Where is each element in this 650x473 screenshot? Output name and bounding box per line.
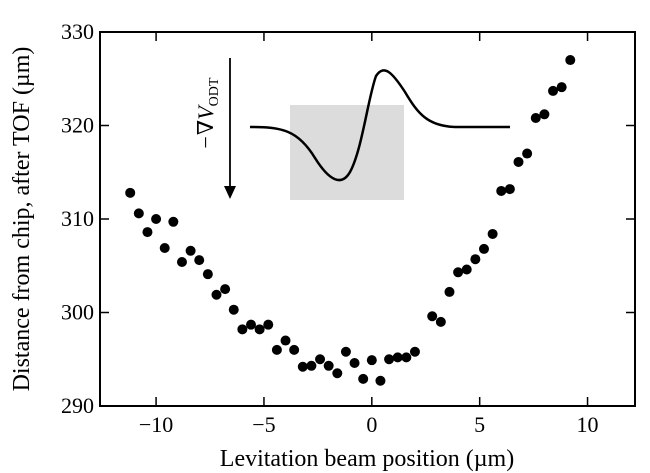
inset-label-subscript: ODT [207,77,222,106]
data-point [513,156,524,167]
data-points [125,55,576,386]
data-point [211,289,222,300]
data-point [185,245,196,256]
data-point [228,304,239,315]
data-point [496,185,507,196]
data-point [168,216,179,227]
data-point [453,267,464,278]
data-point [435,316,446,327]
inset-potential-diagram: −∇VODT [193,58,510,200]
inset-label-main: −∇V [193,104,218,150]
data-point [384,354,395,365]
x-tick-labels: −10 −5 0 5 10 [139,412,599,437]
data-point [366,355,377,366]
data-point [151,214,162,224]
data-point [220,284,231,295]
data-point [530,113,541,124]
data-point [556,82,567,93]
data-point [539,109,550,120]
y-axis-title: Distance from chip, after TOF (µm) [9,47,35,392]
data-point [478,243,489,254]
data-point [358,373,369,384]
data-point [306,360,317,371]
y-tick-labels: 290 300 310 320 330 [61,19,94,418]
x-tick-label: −10 [139,412,173,437]
data-point [280,335,291,346]
data-point [271,344,282,355]
data-point [125,187,136,198]
x-tick-label: 10 [577,412,599,437]
x-tick-label: 5 [474,412,485,437]
data-point [176,257,187,268]
data-point [202,269,213,280]
data-point [392,352,403,363]
data-point [263,319,274,330]
data-point [254,324,265,335]
data-point [565,55,576,66]
data-point [427,311,438,322]
data-point [444,286,455,297]
data-point [246,319,257,330]
inset-arrow-head-icon [224,186,236,199]
data-point [375,375,386,386]
inset-potential-curve [249,69,510,182]
data-point [548,85,559,96]
y-tick-label: 300 [61,300,94,325]
data-point [522,148,533,159]
data-point [461,264,472,275]
data-point [159,242,170,253]
inset-gradient-label: −∇VODT [193,77,222,150]
data-point [470,254,481,265]
y-tick-label: 310 [61,206,94,231]
y-tick-label: 330 [61,19,94,44]
data-point [315,354,326,365]
data-point [297,361,308,372]
data-point [504,184,515,195]
x-axis-title: Levitation beam position (µm) [220,446,514,472]
data-point [340,346,351,357]
data-point [332,368,343,379]
data-point [194,255,205,266]
data-point [289,344,300,355]
axis-ticks [100,31,635,407]
y-tick-label: 320 [61,113,94,138]
data-point [323,360,334,371]
x-tick-label: 0 [366,412,377,437]
data-point [401,352,412,363]
data-point [487,228,498,239]
data-point [142,227,153,238]
data-point [409,346,420,357]
data-point [133,208,144,219]
x-tick-label: −5 [252,412,275,437]
data-point [237,324,248,335]
y-tick-label: 290 [61,393,94,418]
data-point [349,357,360,368]
inset-highlight-box [290,105,404,200]
